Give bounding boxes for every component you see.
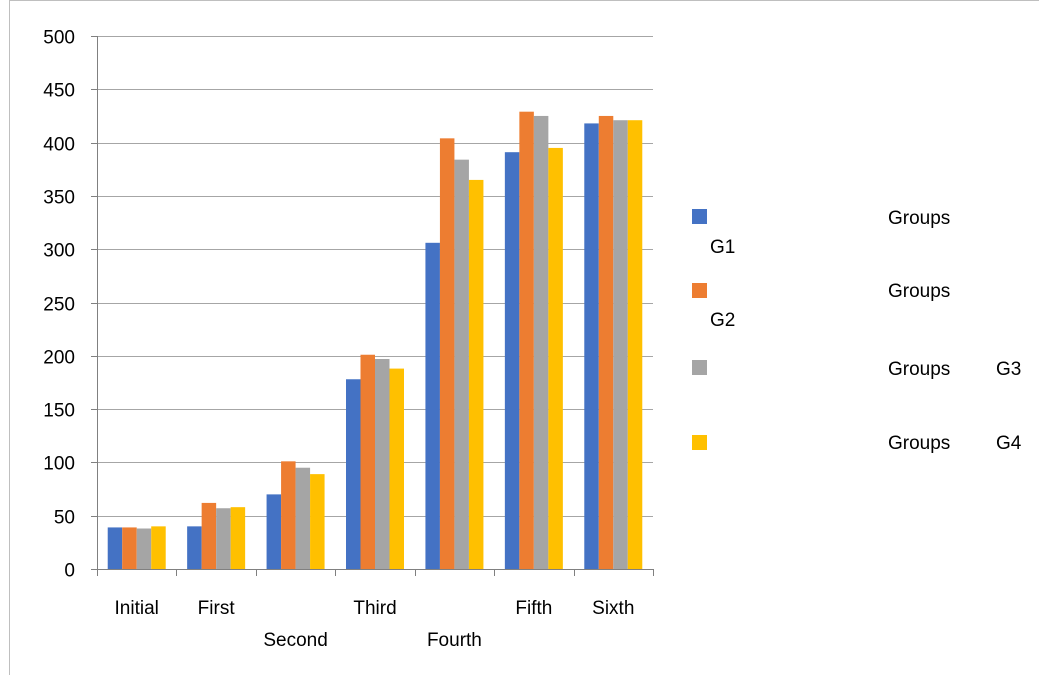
legend-label-g1-code: G1 (710, 237, 735, 258)
bar-groups-g3-initial (136, 528, 152, 569)
legend-label-g1-word: Groups (888, 208, 950, 229)
legend-label-g4-word: Groups (888, 433, 950, 454)
bar-groups-g1-second (266, 494, 282, 569)
legend-label-g4-code: G4 (996, 433, 1022, 454)
legend-item-g2: Groups G2 (692, 281, 950, 331)
bar-groups-g2-initial (122, 527, 137, 569)
bar-groups-g1-fifth (504, 152, 520, 569)
bar-groups-g3-second (295, 467, 311, 569)
y-tick-label: 150 (43, 401, 75, 422)
bar-groups-g1-sixth (584, 123, 599, 570)
legend-label-g3-code: G3 (996, 359, 1021, 380)
y-tick-label: 500 (43, 28, 75, 49)
axes (91, 36, 654, 576)
legend-swatch-g2 (692, 283, 707, 298)
bar-groups-g3-fourth (454, 159, 469, 569)
bar-groups-g3-third (375, 358, 390, 569)
bar-groups-g2-sixth (598, 115, 614, 569)
x-tick-label-fourth: Fourth (427, 630, 482, 651)
legend-swatch-g3 (692, 360, 707, 375)
y-tick-label: 200 (43, 348, 75, 369)
chart-frame (9, 0, 1039, 675)
bar-groups-g2-fourth (439, 138, 455, 569)
bar-groups-g2-first (201, 502, 217, 569)
bar-groups-g3-first (216, 508, 231, 569)
legend: Groups G1 Groups G2 Groups G3 Groups G4 (692, 208, 1022, 454)
bar-groups-g4-initial (151, 526, 166, 569)
bar-groups-g4-sixth (627, 120, 643, 570)
bar-groups-g2-third (360, 354, 375, 569)
bar-groups-g2-fifth (519, 111, 534, 569)
y-tick-labels: 0 50 100 150 200 250 300 350 400 450 500 (43, 28, 75, 582)
bar-groups-g4-first (230, 507, 246, 569)
bar-groups-g1-first (187, 526, 202, 569)
x-tick-label-first: First (198, 598, 236, 619)
bar-groups-g4-second (310, 474, 325, 569)
y-tick-label: 50 (54, 508, 75, 529)
bar-groups-g3-sixth (613, 120, 628, 570)
bar-groups-g4-third (389, 368, 404, 569)
legend-item-g3: Groups G3 (692, 359, 1021, 380)
bar-groups-g2-second (281, 461, 296, 569)
legend-swatch-g1 (692, 209, 707, 224)
y-tick-label: 300 (43, 241, 75, 262)
x-tick-label-second: Second (263, 630, 327, 651)
bar-groups-g3-fifth (533, 115, 549, 569)
x-tick-label-sixth: Sixth (592, 598, 634, 619)
legend-item-g4: Groups G4 (692, 433, 1022, 454)
legend-label-g2-code: G2 (710, 310, 735, 331)
y-tick-label: 250 (43, 295, 75, 316)
bar-groups-g1-initial (107, 527, 123, 569)
x-tick-label-third: Third (353, 598, 396, 619)
y-tick-label: 100 (43, 454, 75, 475)
legend-label-g3-word: Groups (888, 359, 950, 380)
bar-groups-g4-fifth (548, 147, 563, 569)
y-tick-label: 0 (64, 561, 75, 582)
y-tick-label: 450 (43, 81, 75, 102)
bar-groups-g4-fourth (468, 179, 484, 569)
legend-swatch-g4 (692, 435, 707, 450)
bar-groups-g1-third (346, 379, 361, 569)
bar-groups-g1-fourth (425, 242, 440, 569)
legend-label-g2-word: Groups (888, 281, 950, 302)
y-tick-label: 400 (43, 135, 75, 156)
x-tick-labels: Initial First Second Third Fourth Fifth Sixth (115, 598, 635, 651)
bars (107, 111, 643, 570)
x-tick-label-initial: Initial (115, 598, 159, 619)
legend-item-g1: Groups G1 (692, 208, 950, 258)
x-tick-label-fifth: Fifth (515, 598, 552, 619)
y-tick-label: 350 (43, 188, 75, 209)
